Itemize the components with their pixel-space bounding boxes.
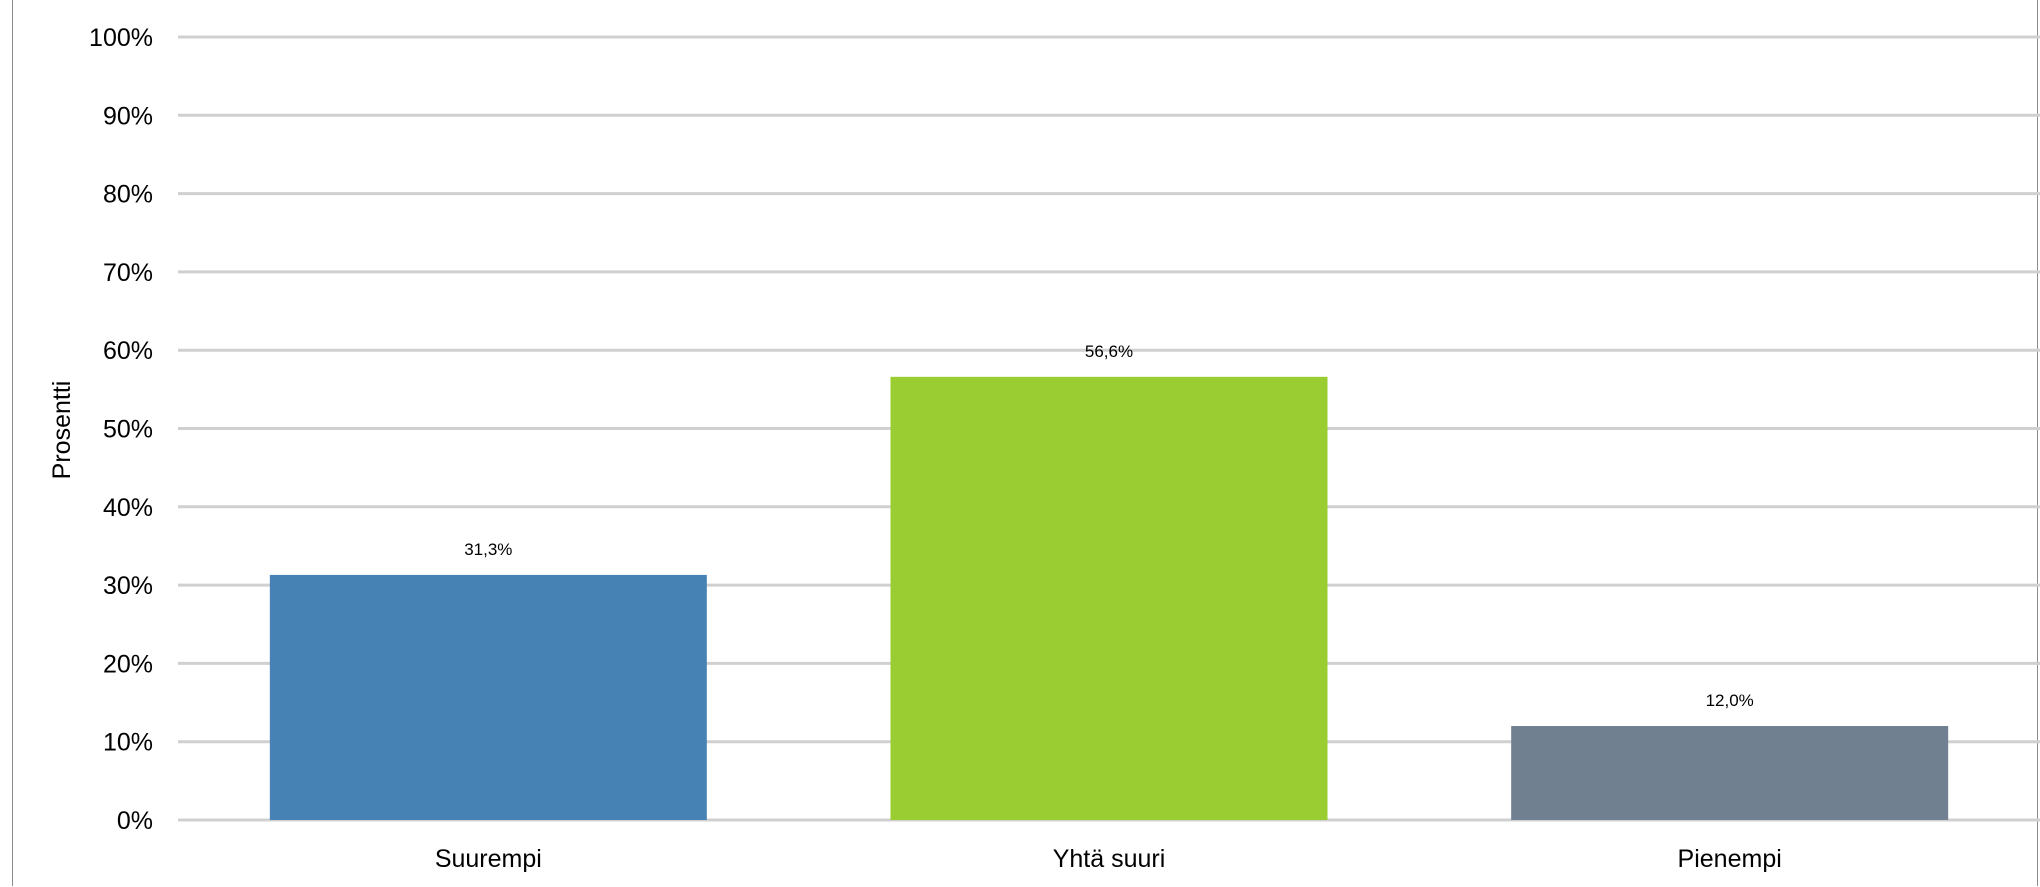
bar [269,574,707,820]
y-axis-title: Prosentti [48,381,76,480]
bars [269,376,1949,820]
data-label: 56,6% [1085,342,1133,361]
category-label: Pienempi [1678,845,1782,873]
y-tick-label: 40% [103,494,153,522]
data-label: 12,0% [1706,691,1754,710]
bar [890,376,1328,820]
y-axis-tick-labels: 0% 10% 20% 30% 40% 50% 60% 70% 80% 90% 100% [89,24,153,835]
data-labels: 31,3% 56,6% 12,0% [464,342,1754,710]
y-tick-label: 70% [103,259,153,287]
y-tick-label: 20% [103,650,153,678]
data-label: 31,3% [464,540,512,559]
y-tick-label: 60% [103,337,153,365]
y-tick-label: 50% [103,416,153,444]
y-tick-label: 0% [117,807,153,835]
category-label: Yhtä suuri [1053,845,1166,873]
y-tick-label: 100% [89,24,153,52]
bar [1511,726,1949,820]
y-tick-label: 10% [103,729,153,757]
category-label: Suurempi [435,845,542,873]
y-tick-label: 80% [103,181,153,209]
y-tick-label: 30% [103,572,153,600]
x-axis-category-labels: Suurempi Yhtä suuri Pienempi [435,845,1782,873]
y-tick-label: 90% [103,102,153,130]
